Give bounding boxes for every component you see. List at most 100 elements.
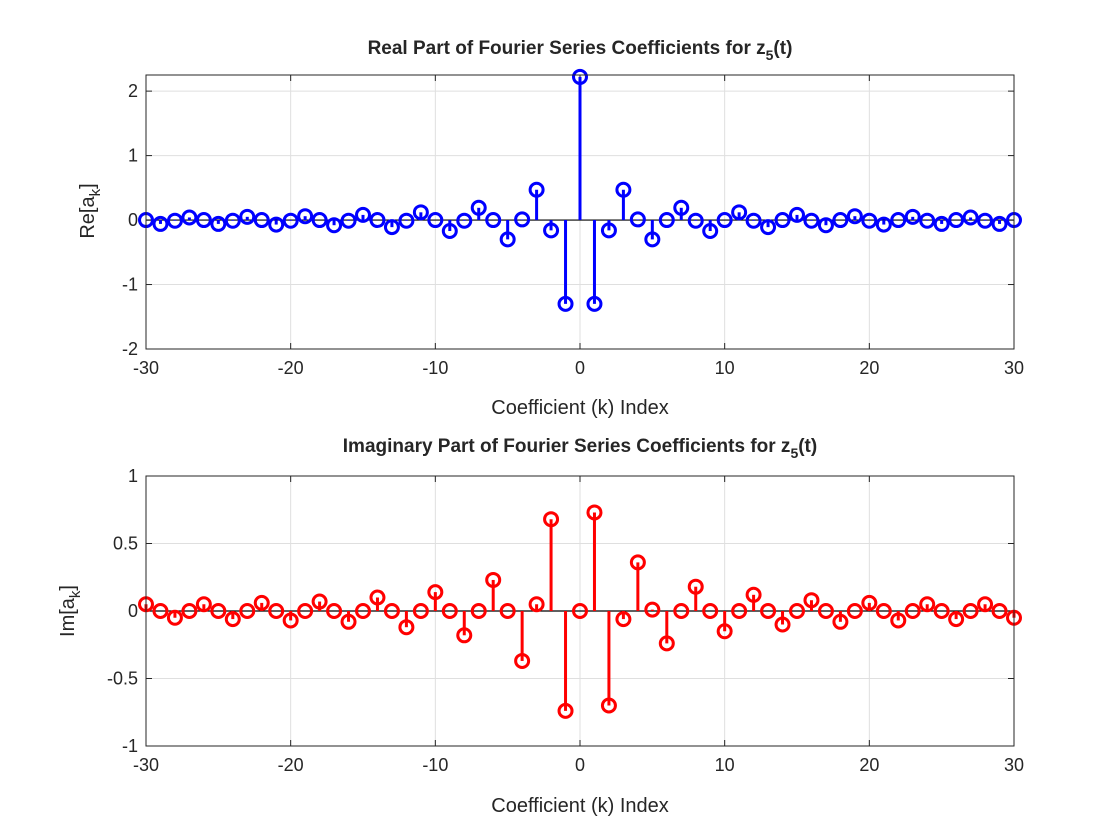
imaginary-part-stem-marker [398, 619, 415, 636]
real-part-x-tick-label: 0 [575, 358, 585, 378]
imaginary-part-stem-marker [456, 627, 473, 644]
imaginary-part-stem-marker [644, 601, 661, 618]
imaginary-part-stem-marker [427, 584, 444, 601]
real-part-stem-marker [369, 212, 386, 229]
imaginary-part-stem-marker [919, 596, 936, 613]
real-part-stem-marker [485, 212, 502, 229]
real-part-stem-marker [774, 212, 791, 229]
imaginary-part-stem-marker [629, 554, 646, 571]
imaginary-part-stem-marker [499, 603, 516, 619]
imaginary-part-stem-marker [557, 702, 574, 719]
real-part-stem-marker [268, 216, 285, 233]
imaginary-part-stem-marker [528, 596, 545, 613]
real-part-stem-marker [166, 212, 183, 229]
imaginary-part-x-tick-label: 30 [1004, 755, 1024, 775]
real-part-stem-marker [355, 206, 371, 223]
imaginary-part-stem-marker [803, 592, 820, 609]
imaginary-part-stem-marker [369, 589, 386, 606]
real-part-stem-marker [195, 212, 212, 229]
real-part-stem-marker [412, 204, 429, 221]
real-part-stem-marker [832, 212, 849, 229]
real-part-stem-marker [861, 212, 878, 229]
imaginary-part-stem-marker [514, 652, 531, 669]
real-part-y-tick-label: 1 [128, 146, 138, 166]
real-part-stem-marker [919, 212, 936, 229]
real-part-stem-marker [933, 215, 950, 232]
imaginary-part-x-tick-label: 20 [859, 755, 879, 775]
real-part-stem-marker [644, 231, 661, 248]
imaginary-part-stem-marker [890, 612, 907, 629]
imaginary-part-stem-marker [673, 603, 690, 619]
imaginary-part-stem-marker [572, 603, 588, 619]
real-part-stem-marker [629, 211, 646, 228]
real-part-stem-marker [543, 222, 560, 239]
imaginary-part-stem-marker [745, 586, 762, 603]
real-part-stem-marker [557, 295, 574, 312]
imaginary-part-stem-marker [962, 603, 979, 619]
real-part-stem-marker [789, 206, 805, 223]
real-part-stem-marker [817, 217, 834, 234]
imaginary-part-x-axis-label: Coefficient (k) Index [491, 795, 669, 817]
real-part-stem-marker [875, 216, 892, 233]
imaginary-part-stem-marker [774, 616, 791, 633]
imaginary-part-stem-marker [586, 504, 603, 521]
imaginary-part-title: Imaginary Part of Fourier Series Coeffic… [343, 436, 817, 461]
real-part-x-tick-label: 30 [1004, 358, 1024, 378]
real-part-stem-marker [687, 212, 704, 229]
real-part-stem-marker [311, 212, 328, 229]
imaginary-part-x-tick-label: 0 [575, 755, 585, 775]
imaginary-part-stem-marker [861, 594, 878, 611]
real-part-stem-marker [991, 215, 1008, 232]
real-part-stem-marker [181, 209, 198, 226]
real-part-stem-marker [600, 222, 617, 239]
imaginary-part-stem-marker [991, 603, 1008, 619]
real-part-x-tick-label: 20 [859, 358, 879, 378]
imaginary-part-stem-marker [297, 603, 314, 619]
real-part-x-tick-label: -30 [133, 358, 159, 378]
imaginary-part-stem-marker [817, 603, 834, 619]
real-part-stem-marker [760, 219, 777, 236]
real-part-stem-marker [803, 212, 820, 229]
imaginary-part-stem-marker [181, 603, 198, 619]
imaginary-part-stem-marker [948, 611, 965, 628]
imaginary-part-y-tick-label: -1 [122, 736, 138, 756]
real-part-stem-marker [456, 212, 473, 229]
real-part-stem-marker [152, 215, 169, 232]
imaginary-part-stem-marker [412, 603, 429, 619]
real-part-stem-marker [514, 211, 531, 228]
imaginary-part-stem-marker [195, 596, 212, 613]
real-part-stem-marker [977, 212, 994, 229]
imaginary-part-stem-marker [470, 603, 487, 619]
imaginary-part-stem-marker [789, 603, 805, 619]
imaginary-part-x-tick-label: -10 [422, 755, 448, 775]
imaginary-part-stem-marker [977, 596, 994, 613]
real-part-stem-marker [297, 208, 314, 225]
imaginary-part-stem-marker [340, 613, 357, 630]
imaginary-part-stem-marker [716, 623, 733, 640]
real-part-stem-marker [528, 181, 545, 198]
imaginary-part-stem-marker [326, 603, 343, 619]
imaginary-part-y-tick-label: 0.5 [113, 534, 138, 554]
real-part-x-tick-label: 10 [715, 358, 735, 378]
real-part-stem-marker [716, 212, 733, 229]
imaginary-part-stem-marker [904, 603, 921, 619]
imaginary-part-stem-marker [268, 603, 285, 619]
real-part-stem-marker [383, 219, 400, 236]
imaginary-part-stem-marker [832, 613, 849, 630]
real-part-stem-marker [470, 199, 487, 216]
real-part-stem-marker [326, 217, 343, 234]
imaginary-part-stem-marker [253, 594, 270, 611]
real-part-stem-marker [441, 223, 458, 240]
real-part-stem-marker [962, 209, 979, 226]
real-part-stem-marker [224, 212, 241, 229]
imaginary-part-stem-marker [760, 603, 777, 619]
real-part-stem-marker [846, 208, 863, 225]
imaginary-part-stem-marker [166, 609, 183, 626]
real-part-stem-marker [658, 212, 675, 229]
real-part-stem-marker [904, 208, 921, 225]
real-part-subplot: Real Part of Fourier Series Coefficients… [77, 38, 1024, 419]
real-part-stem-marker [673, 199, 690, 216]
imaginary-part-stem-marker [355, 603, 371, 619]
real-part-stem-marker [702, 223, 719, 240]
